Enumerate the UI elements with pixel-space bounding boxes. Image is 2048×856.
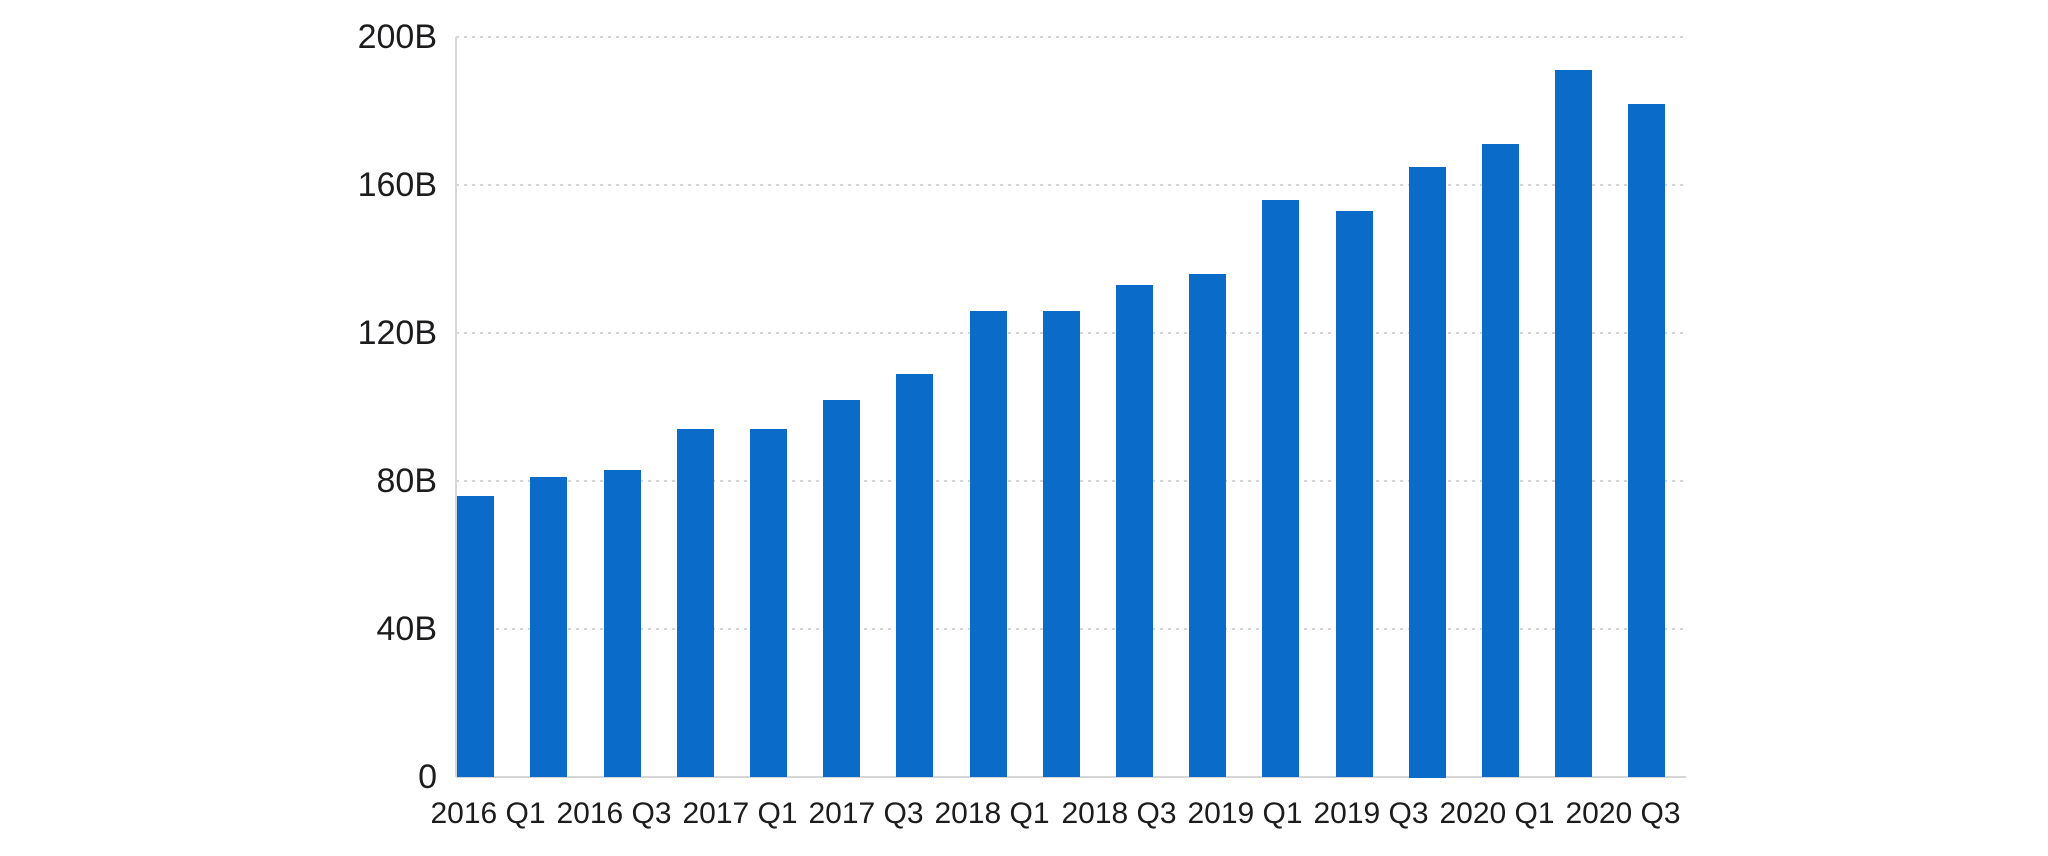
bar-0[interactable]	[457, 496, 494, 777]
x-axis-tick-label: 2020 Q3	[1565, 797, 1681, 830]
x-axis-tick-label: 2016 Q1	[430, 797, 546, 830]
y-axis-tick-label: 0	[418, 758, 437, 796]
x-axis-tick-label: 2017 Q1	[682, 797, 798, 830]
x-axis-tick-label: 2017 Q3	[808, 797, 924, 830]
bar-3[interactable]	[677, 429, 714, 777]
y-axis-tick-label: 160B	[357, 166, 437, 204]
y-axis-tick-label: 200B	[357, 18, 437, 56]
bar-9[interactable]	[1116, 285, 1153, 777]
x-axis-tick-label: 2018 Q1	[934, 797, 1050, 830]
y-axis-tick-label: 120B	[357, 314, 437, 352]
x-axis-tick-label: 2020 Q1	[1439, 797, 1555, 830]
bar-12[interactable]	[1336, 211, 1373, 777]
bar-1[interactable]	[530, 477, 567, 777]
bar-10[interactable]	[1189, 274, 1226, 777]
bar-6[interactable]	[896, 374, 933, 777]
y-axis-tick-label: 80B	[376, 462, 438, 500]
bar-8[interactable]	[1043, 311, 1080, 777]
x-axis-tick-label: 2019 Q1	[1187, 797, 1303, 830]
bar-4[interactable]	[750, 429, 787, 777]
bar-2[interactable]	[604, 470, 641, 777]
x-axis-tick-label: 2016 Q3	[556, 797, 672, 830]
x-axis-tick-label: 2019 Q3	[1313, 797, 1429, 830]
bar-16[interactable]	[1628, 104, 1665, 777]
bar-5[interactable]	[823, 400, 860, 777]
bar-7[interactable]	[970, 311, 1007, 777]
y-axis-tick-label: 40B	[376, 610, 438, 648]
bar-14[interactable]	[1482, 144, 1519, 777]
bar-11[interactable]	[1262, 200, 1299, 777]
bar-15[interactable]	[1555, 70, 1592, 777]
x-axis-tick-label: 2018 Q3	[1061, 797, 1177, 830]
bar-13[interactable]	[1409, 167, 1446, 778]
